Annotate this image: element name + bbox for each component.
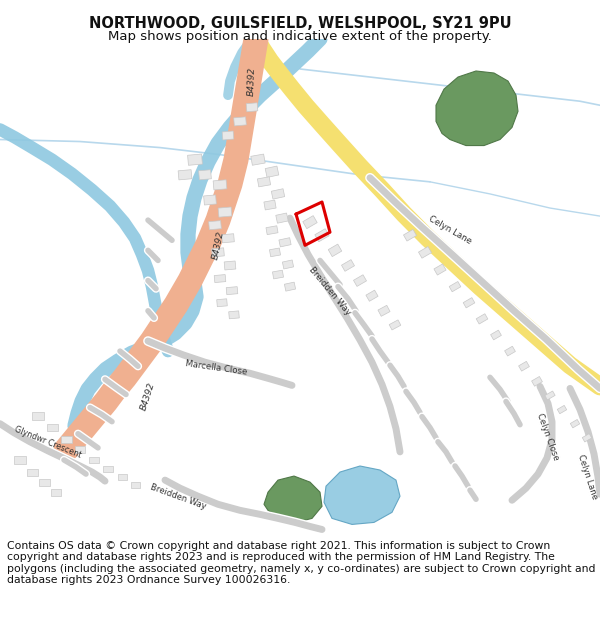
Bar: [582, 434, 592, 442]
Bar: [378, 306, 390, 316]
Bar: [276, 213, 288, 223]
Bar: [418, 246, 431, 258]
Text: Celyn Lane: Celyn Lane: [427, 214, 473, 246]
Bar: [222, 131, 234, 140]
Bar: [269, 248, 281, 257]
Text: Glyndwr Crescent: Glyndwr Crescent: [13, 424, 83, 459]
Bar: [341, 259, 355, 271]
Bar: [75, 446, 85, 453]
Bar: [353, 275, 367, 286]
Text: Celyn Lane: Celyn Lane: [577, 453, 599, 501]
Bar: [213, 180, 227, 190]
Bar: [315, 229, 329, 242]
Bar: [557, 406, 567, 414]
Bar: [505, 346, 515, 356]
Bar: [32, 412, 44, 419]
Bar: [218, 207, 232, 217]
Text: Breidden Way: Breidden Way: [149, 483, 207, 511]
Bar: [491, 330, 502, 340]
Bar: [203, 195, 217, 205]
Text: NORTHWOOD, GUILSFIELD, WELSHPOOL, SY21 9PU: NORTHWOOD, GUILSFIELD, WELSHPOOL, SY21 9…: [89, 16, 511, 31]
Bar: [449, 281, 461, 292]
Bar: [209, 221, 221, 230]
Bar: [226, 287, 238, 294]
Text: Contains OS data © Crown copyright and database right 2021. This information is : Contains OS data © Crown copyright and d…: [7, 541, 596, 586]
Bar: [118, 474, 127, 480]
Bar: [463, 298, 475, 308]
Bar: [229, 311, 239, 319]
Bar: [266, 226, 278, 234]
Bar: [434, 264, 446, 275]
Bar: [178, 170, 192, 180]
Text: Map shows position and indicative extent of the property.: Map shows position and indicative extent…: [108, 30, 492, 43]
Bar: [224, 261, 236, 270]
Bar: [26, 469, 37, 476]
Bar: [61, 436, 71, 443]
Bar: [257, 177, 271, 187]
Text: Breidden Way: Breidden Way: [307, 265, 353, 316]
Text: B4392: B4392: [139, 381, 157, 412]
Bar: [188, 154, 202, 165]
Bar: [366, 290, 378, 301]
Bar: [221, 234, 235, 242]
Bar: [476, 314, 488, 324]
Bar: [272, 270, 284, 279]
Bar: [518, 361, 529, 371]
Bar: [38, 479, 49, 486]
Text: B4392: B4392: [247, 66, 257, 96]
Bar: [403, 229, 416, 241]
Bar: [214, 274, 226, 282]
Bar: [199, 170, 211, 180]
Bar: [570, 419, 580, 428]
Bar: [328, 244, 342, 257]
Bar: [284, 282, 296, 291]
Polygon shape: [436, 71, 518, 146]
Bar: [532, 376, 542, 386]
Bar: [271, 189, 285, 199]
Bar: [251, 154, 265, 165]
Text: Marcella Close: Marcella Close: [184, 359, 248, 377]
Bar: [279, 238, 291, 247]
Bar: [283, 260, 293, 269]
Text: B4392: B4392: [211, 230, 226, 261]
Bar: [389, 320, 401, 330]
Bar: [131, 482, 139, 488]
Bar: [246, 102, 258, 112]
Bar: [47, 424, 58, 431]
Bar: [264, 200, 276, 210]
Polygon shape: [264, 476, 322, 522]
Bar: [212, 248, 224, 257]
Bar: [217, 299, 227, 307]
Bar: [303, 216, 317, 229]
Bar: [545, 391, 555, 400]
Bar: [51, 489, 61, 496]
Bar: [103, 466, 113, 472]
Bar: [233, 117, 247, 126]
Text: Celyn Close: Celyn Close: [535, 412, 560, 462]
Polygon shape: [324, 466, 400, 524]
Bar: [14, 456, 26, 464]
Bar: [265, 166, 279, 177]
Bar: [89, 457, 99, 463]
